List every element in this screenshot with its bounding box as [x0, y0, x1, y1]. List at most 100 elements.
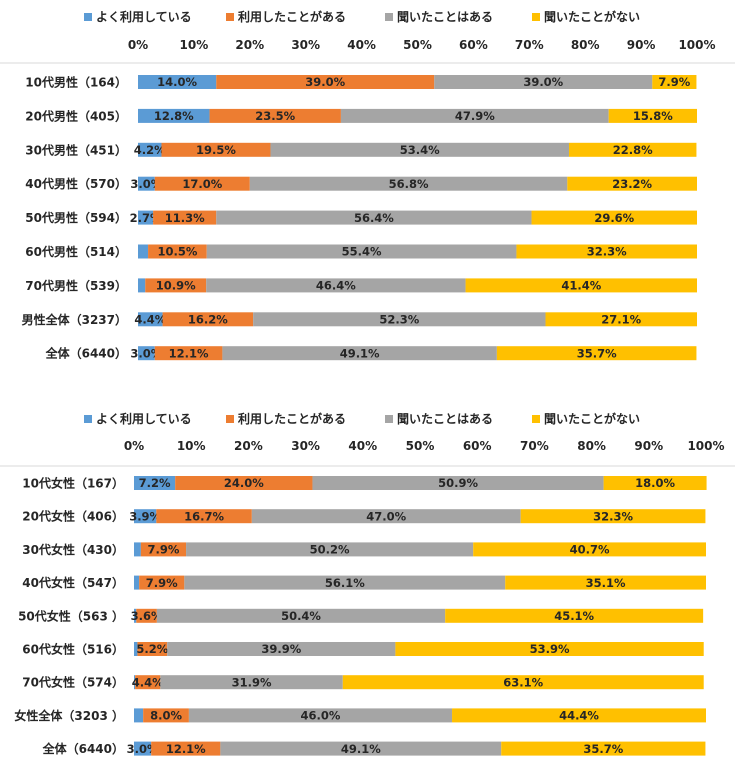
tick-label: 40%: [347, 38, 376, 52]
bar-segment: [520, 509, 706, 524]
data-label: 53.9%: [530, 642, 570, 656]
tick-label: 10%: [177, 439, 206, 453]
bar-segment: [134, 708, 144, 723]
tick-label: 90%: [634, 439, 663, 453]
tick-label: 50%: [406, 439, 435, 453]
bar-segment: [501, 741, 706, 756]
data-label: 5.2%: [136, 642, 168, 656]
category-label: 40代女性（547）: [22, 575, 124, 590]
legend-swatch: [532, 415, 540, 423]
bar-segment: [140, 542, 187, 557]
bar-segment: [186, 542, 474, 557]
bar-segment: [134, 741, 152, 756]
legend-label: 聞いたことがない: [544, 9, 640, 24]
data-label: 35.7%: [583, 742, 623, 756]
data-label: 4.4%: [132, 675, 164, 689]
data-label: 29.6%: [594, 211, 634, 225]
data-label: 3.0%: [127, 742, 159, 756]
data-label: 41.4%: [561, 279, 601, 293]
legend-swatch: [385, 13, 393, 21]
bar-segment: [138, 176, 155, 191]
bar-segment: [134, 642, 138, 656]
data-label: 47.0%: [366, 509, 406, 523]
bar-segment: [505, 575, 706, 590]
bar-segment: [206, 278, 466, 293]
data-label: 15.8%: [633, 109, 673, 123]
data-label: 45.1%: [554, 609, 594, 623]
data-label: 23.2%: [612, 177, 652, 191]
data-label: 32.3%: [587, 245, 627, 259]
data-label: 53.4%: [400, 143, 440, 157]
legend-swatch: [84, 415, 92, 423]
data-label: 40.7%: [570, 543, 610, 557]
bar-segment: [135, 675, 161, 690]
data-label: 4.4%: [134, 313, 166, 327]
legend-swatch: [385, 415, 393, 423]
data-label: 50.9%: [438, 476, 478, 490]
data-label: 19.5%: [196, 143, 236, 157]
bar-segment: [138, 312, 163, 327]
data-label: 39.0%: [523, 75, 563, 89]
data-label: 50.4%: [281, 609, 321, 623]
bar-segment: [220, 741, 502, 756]
bar-segment: [342, 675, 704, 690]
bar-segment: [249, 176, 568, 191]
tick-label: 30%: [291, 439, 320, 453]
data-label: 17.0%: [182, 177, 222, 191]
category-label: 30代女性（430）: [22, 542, 124, 557]
data-label: 16.7%: [184, 509, 224, 523]
category-label: 10代女性（167）: [22, 476, 124, 491]
bar-segment: [134, 476, 176, 490]
data-label: 16.2%: [188, 313, 228, 327]
category-label: 70代男性（539）: [25, 278, 127, 293]
bar-segment: [216, 75, 435, 89]
tick-label: 30%: [291, 38, 320, 52]
data-label: 7.9%: [146, 576, 178, 590]
bar-segment: [531, 210, 697, 225]
category-label: 50代男性（594）: [25, 210, 127, 225]
bar-segment: [160, 675, 343, 690]
tick-label: 100%: [678, 38, 715, 52]
category-label: 男性全体（3237）: [22, 312, 127, 327]
bar-segment: [452, 708, 706, 723]
bar-segment: [184, 575, 506, 590]
data-label: 39.0%: [305, 75, 345, 89]
bar-segment: [145, 278, 207, 293]
bar-segment: [175, 476, 313, 490]
data-label: 4.2%: [134, 143, 166, 157]
bar-segment: [603, 476, 707, 490]
legend-label: 利用したことがある: [238, 9, 346, 24]
bar-segment: [137, 642, 168, 656]
tick-label: 90%: [627, 38, 656, 52]
bar-segment: [545, 312, 697, 327]
category-label: 60代男性（514）: [25, 244, 127, 259]
legend-label: 聞いたことがない: [544, 411, 640, 426]
data-label: 55.4%: [342, 245, 382, 259]
legend-label: よく利用している: [96, 411, 192, 426]
data-label: 35.1%: [586, 576, 626, 590]
bar-segment: [138, 278, 146, 293]
data-label: 18.0%: [635, 476, 675, 490]
data-label: 47.9%: [455, 109, 495, 123]
tick-label: 80%: [577, 439, 606, 453]
tick-label: 0%: [124, 439, 144, 453]
data-label: 12.1%: [166, 742, 206, 756]
bar-segment: [143, 708, 189, 723]
category-label: 女性全体（3203 ）: [14, 708, 124, 723]
tick-label: 40%: [348, 439, 377, 453]
data-label: 35.7%: [577, 346, 617, 360]
bar-segment: [161, 142, 271, 157]
data-label: 46.4%: [316, 279, 356, 293]
data-label: 44.4%: [559, 709, 599, 723]
bar-segment: [138, 346, 155, 361]
data-label: 56.1%: [325, 576, 365, 590]
bar-segment: [209, 108, 341, 123]
data-label: 14.0%: [157, 75, 197, 89]
category-label: 20代女性（406）: [22, 509, 124, 524]
bar-segment: [312, 476, 604, 490]
bar-segment: [568, 142, 697, 157]
bar-segment: [445, 608, 704, 623]
legend-label: よく利用している: [96, 9, 192, 24]
category-label: 全体（6440）: [42, 741, 124, 756]
bar-segment: [134, 575, 140, 590]
